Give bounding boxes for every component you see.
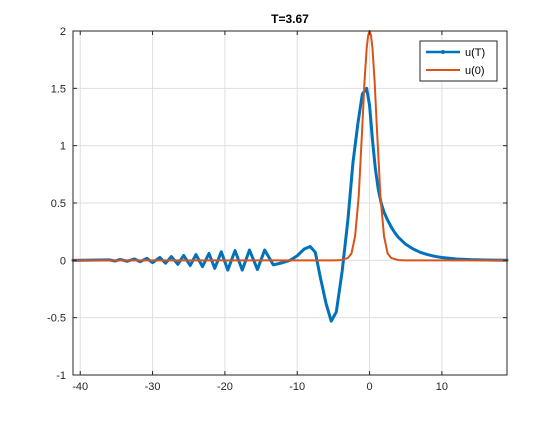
y-tick-label: 2	[60, 26, 66, 38]
x-axis: -40 -30 -20 -10 0 10	[72, 31, 448, 393]
y-tick-label: 0	[60, 255, 66, 267]
y-tick-label: 1.5	[51, 83, 66, 95]
y-axis: -1 -0.5 0 0.5 1 1.5 2	[47, 26, 507, 382]
chart-title: T=3.67	[271, 12, 309, 26]
legend-marker-u-T	[441, 50, 445, 54]
y-tick-label: -0.5	[47, 313, 66, 325]
legend-box	[419, 40, 498, 82]
x-tick-label: -30	[145, 381, 161, 393]
x-tick-label: 0	[367, 381, 373, 393]
legend: u(T) u(0)	[419, 40, 498, 82]
y-tick-label: 1	[60, 141, 66, 153]
legend-label-u-T: u(T)	[465, 47, 485, 59]
x-tick-label: 10	[436, 381, 448, 393]
x-tick-label: -10	[289, 381, 305, 393]
x-tick-label: -20	[217, 381, 233, 393]
legend-label-u-0: u(0)	[465, 65, 485, 77]
x-tick-label: -40	[72, 381, 88, 393]
y-tick-label: -1	[56, 370, 66, 382]
y-tick-label: 0.5	[51, 198, 66, 210]
